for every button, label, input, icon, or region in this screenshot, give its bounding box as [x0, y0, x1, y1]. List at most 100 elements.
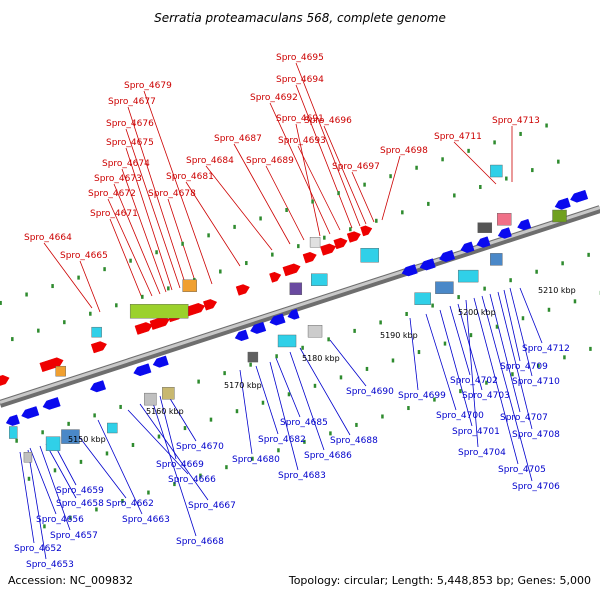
scale-tick: [391, 358, 395, 363]
genome-backbone: [0, 205, 600, 408]
reverse-gene-label: Spro_4700: [436, 411, 484, 421]
forward-gene-label: Spro_4684: [186, 156, 234, 166]
reverse-gene-label: Spro_4683: [278, 471, 326, 481]
scale-tick: [457, 295, 460, 300]
leader-line: [323, 125, 367, 225]
feature-box: [9, 426, 18, 439]
forward-gene-label: Spro_4673: [94, 174, 142, 184]
scale-tick: [479, 184, 482, 189]
leader-line: [27, 449, 47, 560]
scale-tick: [535, 269, 538, 274]
reverse-gene-label: Spro_4667: [188, 501, 236, 511]
scale-tick: [587, 252, 590, 257]
reverse-gene-label: Spro_4657: [50, 531, 98, 541]
scale-tick: [27, 476, 31, 481]
scale-tick: [93, 413, 96, 418]
reverse-gene-arrow: [570, 189, 589, 203]
scale-label: 5190 kbp: [380, 331, 418, 340]
leader-line: [295, 84, 353, 229]
leader-line: [503, 289, 521, 362]
leader-line: [329, 339, 367, 387]
scale-tick: [511, 372, 514, 377]
leader-line: [509, 287, 533, 377]
leader-line: [465, 299, 479, 448]
leader-line: [239, 369, 253, 455]
scale-tick: [355, 422, 358, 427]
forward-gene-arrow: [302, 251, 317, 264]
feature-box: [289, 282, 303, 295]
forward-gene-arrow: [360, 225, 373, 237]
reverse-gene-label: Spro_4710: [512, 377, 560, 387]
feature-box: [107, 422, 118, 434]
scale-tick: [119, 404, 122, 409]
scale-label: 5170 kbp: [224, 381, 262, 390]
leader-line: [297, 145, 341, 231]
feature-box: [490, 164, 503, 178]
leader-line: [489, 293, 521, 413]
label-leader-lines: [19, 62, 543, 560]
scale-tick: [155, 250, 158, 255]
scale-tick: [365, 366, 369, 371]
reverse-gene-label: Spro_4702: [450, 376, 498, 386]
leader-line: [289, 351, 325, 451]
reverse-gene-label: Spro_4680: [232, 455, 280, 465]
reverse-gene-arrow: [517, 218, 532, 231]
forward-gene-arrow: [333, 237, 348, 250]
scale-tick: [41, 430, 44, 435]
forward-gene-arrow: [149, 316, 170, 330]
feature-box: [23, 452, 33, 463]
reverse-gene-arrow: [460, 241, 475, 253]
scale-tick: [245, 261, 248, 266]
scale-tick: [11, 337, 14, 342]
reverse-gene-arrow: [476, 236, 491, 248]
forward-gene-label: Spro_4677: [108, 97, 156, 107]
leader-line: [205, 165, 273, 251]
forward-gene-label: Spro_4696: [304, 116, 352, 126]
leader-line: [159, 395, 177, 460]
scale-tick: [441, 157, 444, 162]
leader-line: [121, 168, 167, 293]
leader-line: [43, 242, 93, 309]
scale-tick: [209, 417, 213, 422]
leader-line: [439, 309, 473, 427]
forward-gene-label: Spro_4687: [214, 134, 262, 144]
leader-line: [449, 305, 471, 376]
leader-line: [29, 447, 57, 515]
reverse-gene-label: Spro_4690: [346, 387, 394, 397]
scale-tick: [207, 233, 210, 238]
leader-line: [269, 102, 331, 235]
feature-box: [91, 326, 102, 338]
feature-box: [55, 365, 66, 377]
scale-tick: [453, 193, 456, 198]
reverse-gene-label: Spro_4652: [14, 544, 62, 554]
forward-gene-label: Spro_4679: [124, 81, 172, 91]
scale-tick: [0, 300, 2, 305]
leader-line: [481, 295, 533, 482]
scale-tick: [563, 355, 566, 360]
scale-tick: [271, 252, 274, 257]
reverse-gene-label: Spro_4682: [258, 435, 306, 445]
forward-gene-label: Spro_4695: [276, 53, 324, 63]
reverse-gene-arrow: [269, 313, 286, 326]
feature-box: [247, 351, 259, 363]
leader-line: [299, 347, 351, 436]
reverse-gene-label: Spro_4686: [304, 451, 352, 461]
forward-gene-label: Spro_4692: [250, 93, 298, 103]
scale-tick: [349, 227, 352, 232]
leader-line: [409, 317, 419, 391]
feature-box: [414, 292, 431, 305]
reverse-gene-label: Spro_4706: [512, 482, 560, 492]
scale-tick: [311, 199, 314, 204]
forward-gene-arrow: [346, 231, 361, 243]
leader-line: [127, 409, 189, 475]
scale-tick: [259, 216, 262, 221]
reverse-gene-label: Spro_4685: [280, 418, 328, 428]
scale-tick: [469, 333, 473, 338]
forward-gene-label: Spro_4691: [276, 114, 324, 124]
scale-tick: [415, 165, 418, 170]
feature-box: [162, 387, 175, 400]
scale-tick: [467, 148, 470, 153]
forward-gene-label: Spro_4711: [434, 132, 482, 142]
scale-label: 5160 kbp: [146, 407, 184, 416]
scale-tick: [443, 341, 447, 346]
